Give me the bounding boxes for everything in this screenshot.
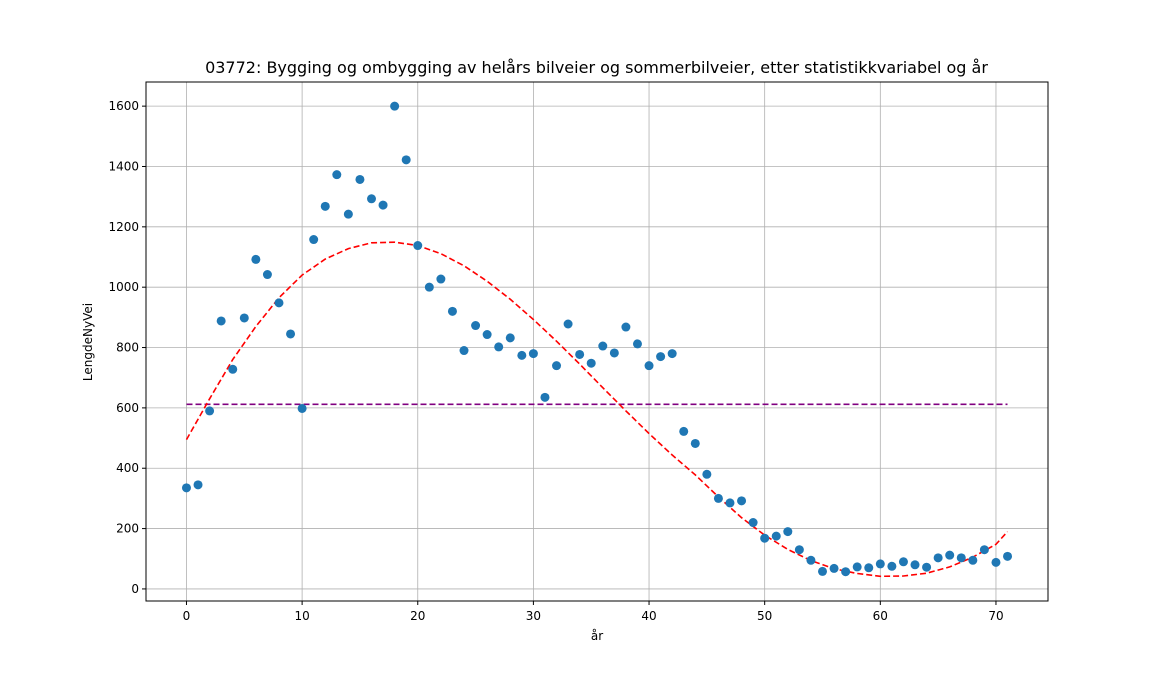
data-point: [459, 346, 469, 356]
data-point: [818, 566, 827, 576]
data-point: [690, 438, 700, 448]
y-tick-label: 0: [131, 582, 139, 596]
data-point: [875, 559, 885, 569]
data-point: [309, 235, 319, 245]
data-point: [737, 496, 747, 506]
data-point: [702, 469, 712, 479]
data-point: [794, 545, 804, 555]
y-tick-label: 1600: [108, 99, 139, 113]
y-tick-label: 600: [116, 401, 139, 415]
data-point: [679, 426, 689, 436]
data-point: [286, 329, 296, 339]
data-point: [621, 322, 631, 332]
x-tick-label: 30: [526, 609, 541, 623]
data-point: [632, 339, 642, 349]
data-point: [505, 333, 515, 343]
data-point: [401, 155, 411, 165]
trend-line: [185, 241, 1009, 578]
y-axis-label: LengdeNyVei: [81, 303, 95, 381]
data-point: [609, 348, 619, 358]
axis-ticks: 0 10 20 30 40 50 60 70 0 200 400 600 800 1000 1200 1400…: [108, 99, 1003, 623]
y-tick-label: 1000: [108, 280, 139, 294]
data-point: [979, 545, 989, 555]
data-point: [760, 533, 770, 543]
data-point: [424, 282, 434, 292]
plot-series: [181, 101, 1013, 578]
data-point: [841, 567, 851, 577]
data-point: [540, 392, 550, 402]
data-point: [436, 274, 446, 284]
data-point: [968, 555, 978, 565]
x-tick-label: 20: [410, 609, 425, 623]
data-point: [413, 241, 423, 251]
data-point: [898, 557, 908, 567]
data-point: [251, 254, 261, 264]
data-point: [517, 350, 527, 360]
data-point: [598, 341, 608, 351]
y-tick-label: 800: [116, 341, 139, 355]
data-point: [933, 553, 943, 563]
data-point: [471, 321, 481, 331]
data-point: [494, 342, 504, 352]
x-tick-label: 40: [641, 609, 656, 623]
data-point: [528, 349, 538, 359]
y-tick-label: 200: [116, 522, 139, 536]
data-point: [343, 209, 353, 219]
x-tick-label: 0: [183, 609, 191, 623]
x-tick-label: 60: [873, 609, 888, 623]
data-point: [216, 316, 226, 326]
data-point: [320, 201, 330, 211]
data-point: [945, 550, 955, 560]
data-point: [239, 313, 249, 323]
x-tick-label: 70: [988, 609, 1003, 623]
data-point: [563, 319, 573, 329]
data-point: [297, 403, 307, 413]
chart-title: 03772: Bygging og ombygging av helårs bi…: [205, 58, 988, 77]
data-point: [829, 563, 839, 573]
data-point: [910, 560, 920, 570]
data-point: [181, 483, 191, 493]
data-point: [783, 527, 793, 537]
y-tick-label: 400: [116, 461, 139, 475]
x-tick-label: 50: [757, 609, 772, 623]
data-point: [262, 270, 272, 280]
data-point: [390, 101, 400, 111]
x-axis-label: år: [591, 629, 603, 643]
data-point: [575, 349, 585, 359]
data-point: [355, 174, 365, 184]
data-point: [205, 406, 215, 416]
data-point: [748, 518, 758, 528]
plot-frame: [145, 81, 1049, 602]
data-point: [482, 330, 492, 340]
data-point: [852, 562, 862, 572]
data-point: [991, 557, 1001, 567]
data-point: [864, 563, 874, 573]
data-point: [378, 200, 388, 210]
data-point: [667, 349, 677, 359]
data-point: [332, 170, 342, 180]
data-point: [274, 298, 284, 308]
data-point: [887, 561, 897, 571]
data-point: [447, 306, 457, 316]
data-point: [367, 194, 376, 204]
data-point: [586, 358, 596, 368]
data-point: [922, 562, 932, 572]
data-point: [193, 480, 203, 490]
data-point: [771, 531, 781, 541]
data-point: [725, 498, 735, 508]
data-point: [552, 361, 562, 371]
y-tick-label: 1200: [108, 220, 139, 234]
data-point: [806, 555, 816, 565]
data-point: [228, 364, 238, 374]
data-point: [956, 553, 966, 563]
data-point: [656, 352, 666, 362]
gridlines: [146, 82, 1048, 601]
y-tick-label: 1400: [108, 159, 139, 173]
data-point: [1003, 551, 1013, 561]
x-tick-label: 10: [294, 609, 309, 623]
data-point: [644, 361, 654, 371]
data-point: [713, 493, 723, 503]
